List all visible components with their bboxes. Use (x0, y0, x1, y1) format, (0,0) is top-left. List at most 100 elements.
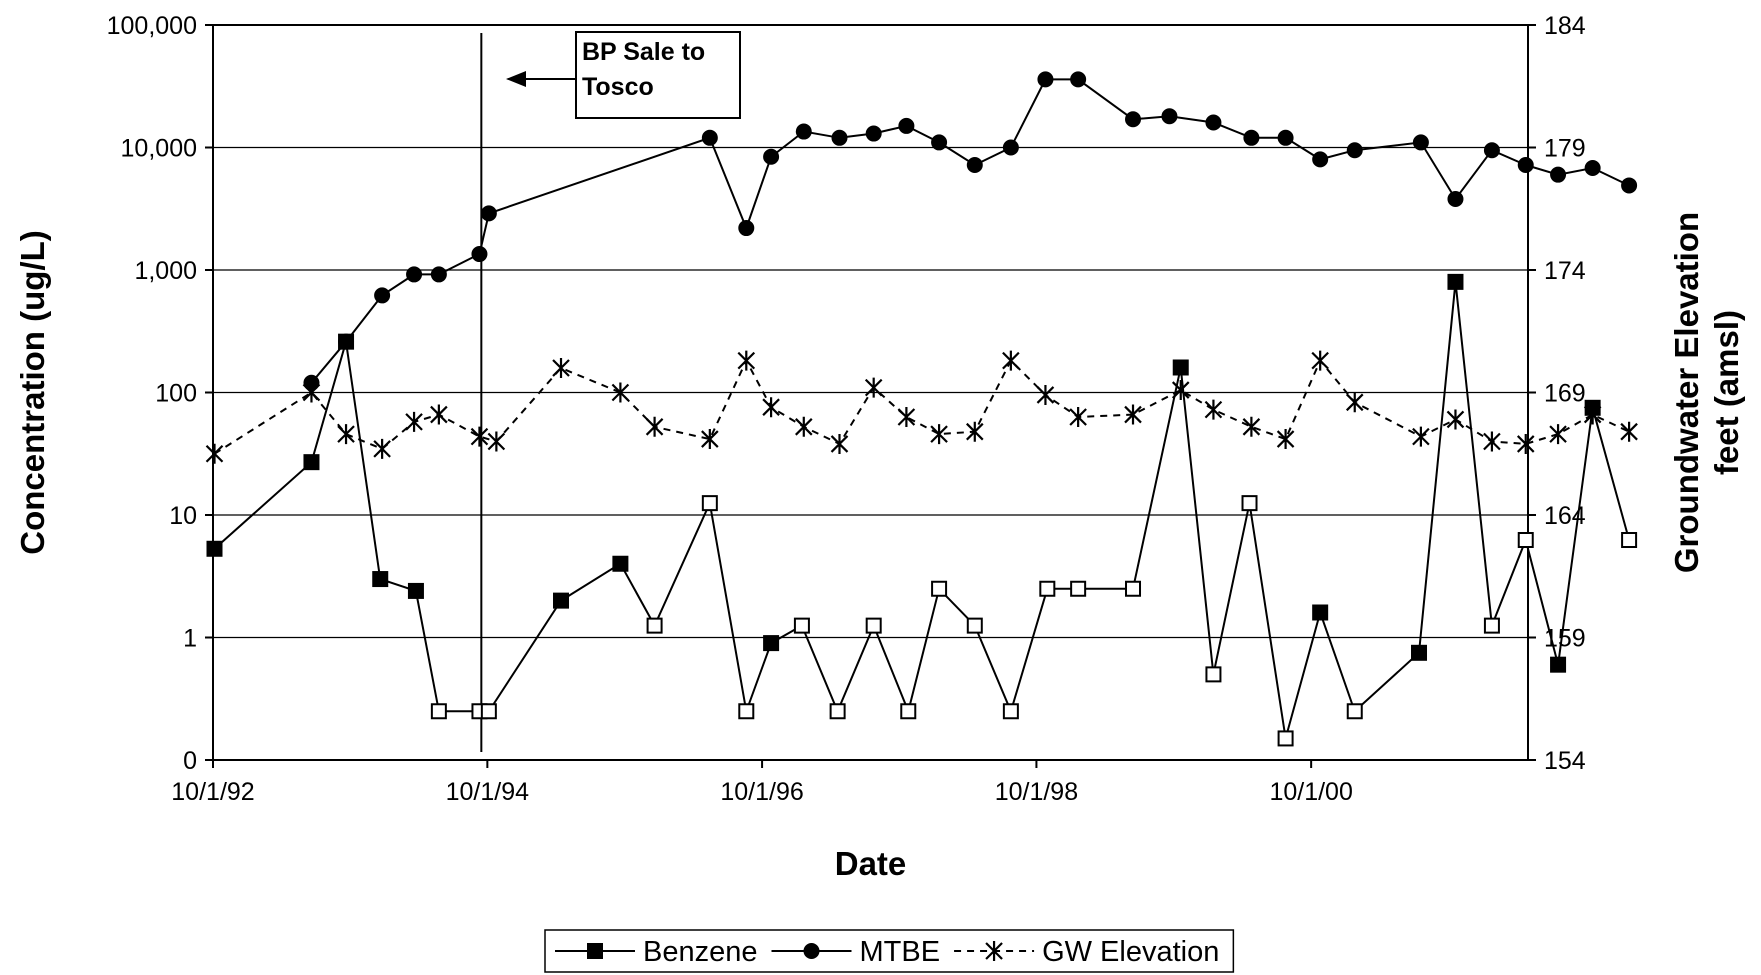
data-point (830, 433, 849, 454)
data-point (1345, 392, 1364, 413)
data-point (1447, 190, 1464, 207)
data-point (1516, 433, 1535, 454)
data-point (829, 703, 846, 720)
data-point (1171, 380, 1190, 401)
data-point (553, 592, 570, 609)
series-line (213, 281, 1631, 739)
data-point (1037, 71, 1054, 88)
data-point (930, 424, 948, 445)
data-point (1070, 580, 1087, 597)
data-point (430, 266, 447, 283)
data-point (407, 582, 424, 599)
legend-swatch-marker (803, 943, 820, 959)
data-point (337, 424, 355, 445)
data-point (1205, 666, 1222, 683)
data-point (865, 125, 882, 142)
data-point (1621, 177, 1638, 194)
data-point (793, 617, 810, 634)
data-point (763, 635, 780, 652)
legend-swatch-marker (587, 943, 603, 959)
data-point (1549, 424, 1567, 445)
legend: Benzene MTBE GW Elevation (544, 929, 1235, 973)
data-point (1277, 730, 1294, 747)
data-point (1583, 404, 1602, 425)
data-point (1204, 399, 1223, 420)
data-point (1070, 71, 1087, 88)
data-point (646, 617, 663, 634)
data-point (1346, 703, 1363, 720)
data-point (831, 129, 848, 146)
y-left-tick-label: 0 (183, 747, 197, 775)
data-point (1620, 421, 1638, 442)
data-point (1584, 160, 1601, 177)
data-point (1311, 350, 1329, 371)
legend-label: MTBE (860, 936, 941, 968)
data-point (737, 350, 756, 371)
data-point (1243, 129, 1260, 146)
data-point (1517, 156, 1534, 173)
data-point (206, 540, 223, 557)
y-right-tick-label: 179 (1544, 135, 1586, 163)
x-tick-label: 10/1/94 (446, 778, 530, 806)
data-point (1483, 431, 1501, 452)
y-right-axis-title-line-2: feet (amsl) (1708, 310, 1745, 475)
data-point (205, 443, 224, 464)
x-axis-title: Date (835, 845, 907, 882)
series-benzene (206, 273, 1638, 747)
sale-annotation: BP Sale to Tosco (480, 31, 741, 752)
series-mtbe (303, 71, 1638, 391)
data-point (405, 411, 423, 432)
data-point (1483, 142, 1500, 159)
data-point (1412, 426, 1430, 447)
y-right-tick-label: 164 (1544, 502, 1586, 530)
data-point (487, 431, 506, 452)
data-point (762, 397, 780, 418)
legend-label: Benzene (643, 936, 758, 968)
annotation-text-line-2: Tosco (582, 73, 654, 101)
data-point (701, 429, 719, 450)
y-left-tick-label: 100,000 (107, 12, 197, 40)
y-left-tick-label: 10 (169, 502, 197, 530)
data-point (1002, 139, 1019, 156)
data-point (1446, 409, 1465, 430)
data-point (645, 416, 664, 437)
data-point (898, 117, 915, 134)
x-tick-label: 10/1/92 (171, 778, 254, 806)
data-point (1161, 108, 1178, 125)
data-point (1276, 429, 1295, 450)
data-point (1312, 604, 1329, 621)
data-point (738, 703, 755, 720)
data-point (373, 438, 391, 459)
data-point (470, 426, 489, 447)
data-point (897, 407, 916, 427)
data-point (552, 358, 570, 378)
data-point (931, 580, 948, 597)
annotation-text-line-1: BP Sale to (582, 38, 705, 66)
data-point (1125, 580, 1142, 597)
data-point (966, 421, 984, 442)
data-point (966, 156, 983, 173)
data-point (611, 382, 630, 403)
data-point (1036, 384, 1055, 405)
data-point (1002, 350, 1020, 371)
data-point (430, 404, 448, 425)
data-point (900, 703, 917, 720)
data-point (1205, 114, 1222, 131)
data-point (1621, 532, 1638, 549)
data-point (374, 287, 391, 304)
data-point (338, 333, 355, 350)
x-tick-label: 10/1/00 (1269, 778, 1352, 806)
series-layer (205, 71, 1638, 747)
data-point (1550, 656, 1567, 673)
grid-lines (213, 146, 1528, 639)
legend-swatch-marker (985, 941, 1003, 961)
data-point (1411, 644, 1428, 661)
data-point (966, 617, 983, 634)
axis-ticks: 0 1 10 100 1,000 10,000 100,000 154 159 164 169 174… (107, 12, 1586, 806)
data-point (1039, 580, 1056, 597)
data-point (1172, 359, 1189, 376)
data-point (1277, 129, 1294, 146)
data-point (612, 555, 629, 572)
data-point (1412, 134, 1429, 151)
data-point (1447, 273, 1464, 290)
